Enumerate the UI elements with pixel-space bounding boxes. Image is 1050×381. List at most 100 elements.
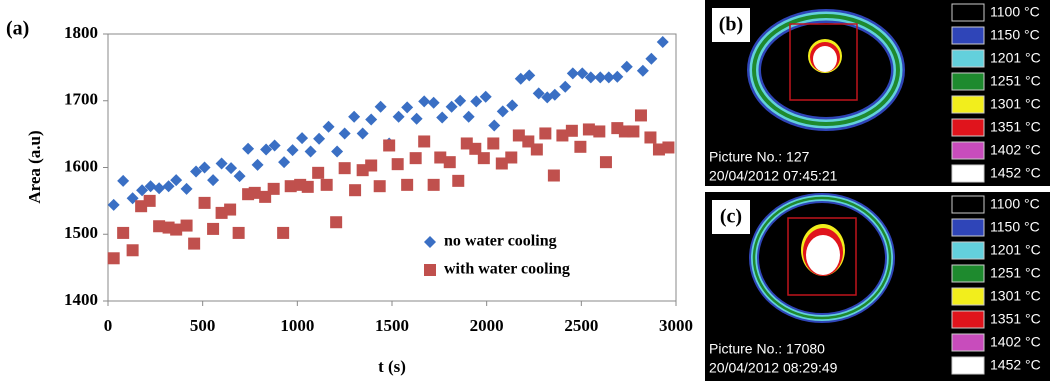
- legend-swatch: [952, 219, 984, 236]
- point: [506, 99, 518, 111]
- legend-label: 1150 °C: [990, 219, 1040, 235]
- point: [478, 152, 490, 164]
- legend-label: 1301 °C: [990, 96, 1041, 112]
- point: [392, 158, 404, 170]
- point: [339, 127, 351, 139]
- point: [505, 151, 517, 163]
- y-tick-label: 1600: [64, 156, 98, 175]
- point: [574, 141, 586, 153]
- point: [593, 125, 605, 137]
- point: [411, 113, 423, 125]
- point: [108, 252, 120, 264]
- point: [278, 156, 290, 168]
- point: [127, 244, 139, 256]
- legend-label: 1100 °C: [990, 196, 1040, 212]
- panel-label: (c): [720, 206, 742, 228]
- y-axis-label: Area (a.u): [25, 130, 44, 203]
- legend-label: 1351 °C: [990, 119, 1041, 135]
- point: [108, 199, 120, 211]
- point: [559, 81, 571, 93]
- point: [436, 111, 448, 123]
- point: [583, 123, 595, 135]
- point: [323, 121, 335, 133]
- legend-label: 1201 °C: [990, 50, 1041, 66]
- point: [234, 170, 246, 182]
- y-tick-label: 1700: [64, 90, 98, 109]
- point: [312, 167, 324, 179]
- legend-swatch: [952, 27, 984, 44]
- legend-swatch: [952, 288, 984, 305]
- point: [313, 133, 325, 145]
- x-tick-label: 2000: [470, 316, 504, 335]
- legend-label: 1301 °C: [990, 288, 1041, 304]
- point: [375, 101, 387, 113]
- point: [188, 238, 200, 250]
- point: [349, 184, 361, 196]
- legend-label: 1452 °C: [990, 165, 1041, 181]
- thermal-panels: (b)Picture No.: 12720/04/2012 07:45:2111…: [705, 0, 1050, 381]
- legend-label: 1251 °C: [990, 73, 1041, 89]
- picture-number: Picture No.: 17080: [709, 341, 825, 357]
- figure: (a) t (s) Area (a.u) 1400150016001700180…: [0, 0, 1050, 381]
- point: [305, 145, 317, 157]
- legend-swatch: [952, 196, 984, 213]
- point: [383, 139, 395, 151]
- point: [302, 181, 314, 193]
- legend-label: 1150 °C: [990, 27, 1040, 43]
- point: [365, 113, 377, 125]
- point: [153, 182, 165, 194]
- point: [348, 111, 360, 123]
- point: [207, 174, 219, 186]
- timestamp: 20/04/2012 08:29:49: [709, 360, 838, 376]
- point: [268, 183, 280, 195]
- legend-swatch: [952, 311, 984, 328]
- point: [181, 183, 193, 195]
- point: [539, 127, 551, 139]
- point: [497, 105, 509, 117]
- point: [277, 227, 289, 239]
- x-axis-label: t (s): [378, 357, 406, 376]
- legend-marker: [424, 236, 436, 248]
- scatter-panel: (a) t (s) Area (a.u) 1400150016001700180…: [6, 18, 693, 376]
- legend-swatch: [952, 4, 984, 21]
- x-tick-label: 2500: [564, 316, 598, 335]
- y-tick-label: 1800: [64, 23, 98, 42]
- point: [330, 216, 342, 228]
- legend-swatch: [952, 242, 984, 259]
- point: [611, 71, 623, 83]
- point: [321, 179, 333, 191]
- point: [488, 119, 500, 131]
- legend-label: 1351 °C: [990, 311, 1041, 327]
- point: [463, 111, 475, 123]
- point: [401, 179, 413, 191]
- legend-swatch: [952, 334, 984, 351]
- point: [531, 143, 543, 155]
- point: [331, 145, 343, 157]
- point: [548, 170, 560, 182]
- y-tick-label: 1400: [64, 290, 98, 309]
- point: [374, 180, 386, 192]
- legend-label: 1402 °C: [990, 334, 1041, 350]
- legend-label: 1201 °C: [990, 242, 1041, 258]
- point: [657, 36, 669, 48]
- legend-label: with water cooling: [444, 261, 570, 278]
- legend-swatch: [952, 119, 984, 136]
- point: [393, 111, 405, 123]
- point: [287, 144, 299, 156]
- point: [242, 143, 254, 155]
- legend-swatch: [952, 142, 984, 159]
- legend-label: 1402 °C: [990, 142, 1041, 158]
- point: [428, 179, 440, 191]
- legend-label: 1100 °C: [990, 4, 1040, 20]
- legend-swatch: [952, 50, 984, 67]
- point: [446, 101, 458, 113]
- point: [339, 162, 351, 174]
- point: [637, 65, 649, 77]
- x-tick-label: 1500: [375, 316, 409, 335]
- point: [365, 159, 377, 171]
- x-tick-label: 500: [190, 316, 216, 335]
- point: [452, 175, 464, 187]
- point: [401, 101, 413, 113]
- point: [224, 204, 236, 216]
- x-tick-label: 1000: [280, 316, 314, 335]
